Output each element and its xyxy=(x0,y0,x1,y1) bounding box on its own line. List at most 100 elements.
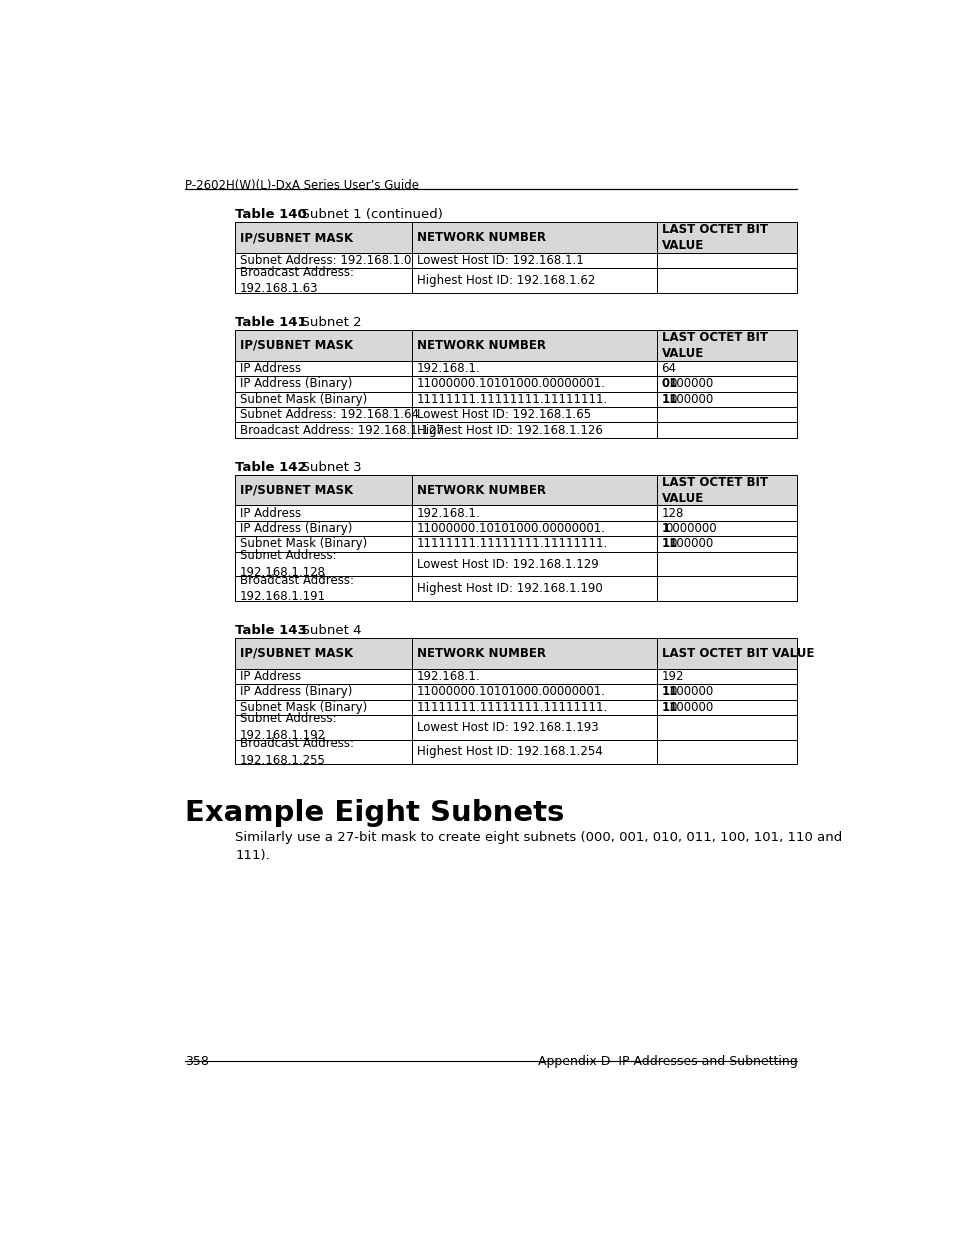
Text: Highest Host ID: 192.168.1.62: Highest Host ID: 192.168.1.62 xyxy=(416,274,595,288)
Text: P-2602H(W)(L)-DxA Series User’s Guide: P-2602H(W)(L)-DxA Series User’s Guide xyxy=(185,179,418,191)
Bar xyxy=(412,699,657,715)
Bar xyxy=(412,391,657,406)
Text: LAST OCTET BIT
VALUE: LAST OCTET BIT VALUE xyxy=(660,224,767,252)
Bar xyxy=(235,577,412,601)
Text: 128: 128 xyxy=(660,506,683,520)
Text: Appendix D  IP Addresses and Subnetting: Appendix D IP Addresses and Subnetting xyxy=(537,1056,797,1068)
Bar xyxy=(412,222,657,253)
Bar xyxy=(657,668,797,684)
Bar xyxy=(235,268,412,293)
Text: LAST OCTET BIT
VALUE: LAST OCTET BIT VALUE xyxy=(660,475,767,505)
Bar xyxy=(412,684,657,699)
Bar xyxy=(657,505,797,521)
Text: 1: 1 xyxy=(660,522,669,535)
Bar xyxy=(235,361,412,377)
Bar xyxy=(657,536,797,552)
Text: LAST OCTET BIT
VALUE: LAST OCTET BIT VALUE xyxy=(660,331,767,359)
Text: Broadcast Address:
192.168.1.63: Broadcast Address: 192.168.1.63 xyxy=(240,266,354,295)
Text: LAST OCTET BIT VALUE: LAST OCTET BIT VALUE xyxy=(660,647,813,659)
Text: Subnet Address: 192.168.1.0: Subnet Address: 192.168.1.0 xyxy=(240,254,411,267)
Text: Highest Host ID: 192.168.1.190: Highest Host ID: 192.168.1.190 xyxy=(416,582,602,595)
Text: Lowest Host ID: 192.168.1.1: Lowest Host ID: 192.168.1.1 xyxy=(416,254,583,267)
Bar xyxy=(657,740,797,764)
Bar xyxy=(412,740,657,764)
Text: Subnet 4: Subnet 4 xyxy=(293,624,361,637)
Bar xyxy=(657,474,797,505)
Text: 11111111.11111111.11111111.: 11111111.11111111.11111111. xyxy=(416,393,608,406)
Text: Subnet Mask (Binary): Subnet Mask (Binary) xyxy=(240,393,367,406)
Text: Subnet Address:
192.168.1.128: Subnet Address: 192.168.1.128 xyxy=(240,550,336,579)
Text: IP Address: IP Address xyxy=(240,506,301,520)
Bar xyxy=(657,406,797,422)
Text: NETWORK NUMBER: NETWORK NUMBER xyxy=(416,338,545,352)
Bar xyxy=(657,577,797,601)
Text: 192.168.1.: 192.168.1. xyxy=(416,362,480,375)
Bar xyxy=(412,715,657,740)
Text: 11000000.10101000.00000001.: 11000000.10101000.00000001. xyxy=(416,685,605,698)
Bar xyxy=(235,406,412,422)
Text: Table 142: Table 142 xyxy=(235,461,307,474)
Bar xyxy=(235,474,412,505)
Text: Lowest Host ID: 192.168.1.129: Lowest Host ID: 192.168.1.129 xyxy=(416,557,598,571)
Bar xyxy=(657,422,797,437)
Bar xyxy=(657,268,797,293)
Text: 11111111.11111111.11111111.: 11111111.11111111.11111111. xyxy=(416,537,608,551)
Bar xyxy=(657,715,797,740)
Text: Broadcast Address:
192.168.1.191: Broadcast Address: 192.168.1.191 xyxy=(240,574,354,604)
Bar xyxy=(412,474,657,505)
Text: NETWORK NUMBER: NETWORK NUMBER xyxy=(416,231,545,245)
Text: 11000000.10101000.00000001.: 11000000.10101000.00000001. xyxy=(416,522,605,535)
Bar xyxy=(412,253,657,268)
Bar xyxy=(412,268,657,293)
Text: Example Eight Subnets: Example Eight Subnets xyxy=(185,799,564,827)
Text: Broadcast Address:
192.168.1.255: Broadcast Address: 192.168.1.255 xyxy=(240,737,354,767)
Bar xyxy=(657,684,797,699)
Bar xyxy=(412,577,657,601)
Text: IP/SUBNET MASK: IP/SUBNET MASK xyxy=(240,484,353,496)
Text: 192.168.1.: 192.168.1. xyxy=(416,506,480,520)
Bar xyxy=(657,552,797,577)
Bar xyxy=(235,377,412,391)
Bar xyxy=(235,638,412,668)
Bar xyxy=(412,536,657,552)
Bar xyxy=(412,330,657,361)
Text: Subnet 2: Subnet 2 xyxy=(293,316,361,329)
Bar xyxy=(657,699,797,715)
Text: 000000: 000000 xyxy=(669,700,713,714)
Bar xyxy=(657,638,797,668)
Bar xyxy=(235,668,412,684)
Text: 358: 358 xyxy=(185,1056,209,1068)
Bar xyxy=(235,552,412,577)
Bar xyxy=(412,406,657,422)
Bar xyxy=(235,422,412,437)
Text: 0000000: 0000000 xyxy=(665,522,717,535)
Bar xyxy=(412,361,657,377)
Bar xyxy=(412,638,657,668)
Bar xyxy=(657,361,797,377)
Text: 000000: 000000 xyxy=(669,537,713,551)
Bar xyxy=(412,422,657,437)
Text: IP Address (Binary): IP Address (Binary) xyxy=(240,522,353,535)
Text: IP/SUBNET MASK: IP/SUBNET MASK xyxy=(240,231,353,245)
Text: 11111111.11111111.11111111.: 11111111.11111111.11111111. xyxy=(416,700,608,714)
Bar xyxy=(235,715,412,740)
Text: Similarly use a 27-bit mask to create eight subnets (000, 001, 010, 011, 100, 10: Similarly use a 27-bit mask to create ei… xyxy=(235,831,841,862)
Bar xyxy=(657,391,797,406)
Text: IP/SUBNET MASK: IP/SUBNET MASK xyxy=(240,647,353,659)
Text: 11: 11 xyxy=(660,537,677,551)
Text: Lowest Host ID: 192.168.1.65: Lowest Host ID: 192.168.1.65 xyxy=(416,408,591,421)
Text: 000000: 000000 xyxy=(669,685,713,698)
Text: 000000: 000000 xyxy=(669,378,713,390)
Text: Highest Host ID: 192.168.1.254: Highest Host ID: 192.168.1.254 xyxy=(416,746,602,758)
Text: IP Address: IP Address xyxy=(240,669,301,683)
Text: Broadcast Address: 192.168.1.127: Broadcast Address: 192.168.1.127 xyxy=(240,424,443,436)
Text: Table 143: Table 143 xyxy=(235,624,307,637)
Text: Subnet Address:
192.168.1.192: Subnet Address: 192.168.1.192 xyxy=(240,713,336,742)
Text: Subnet Address: 192.168.1.64: Subnet Address: 192.168.1.64 xyxy=(240,408,418,421)
Bar xyxy=(657,253,797,268)
Bar xyxy=(235,222,412,253)
Text: NETWORK NUMBER: NETWORK NUMBER xyxy=(416,647,545,659)
Bar xyxy=(412,377,657,391)
Text: Table 141: Table 141 xyxy=(235,316,307,329)
Text: IP Address (Binary): IP Address (Binary) xyxy=(240,378,353,390)
